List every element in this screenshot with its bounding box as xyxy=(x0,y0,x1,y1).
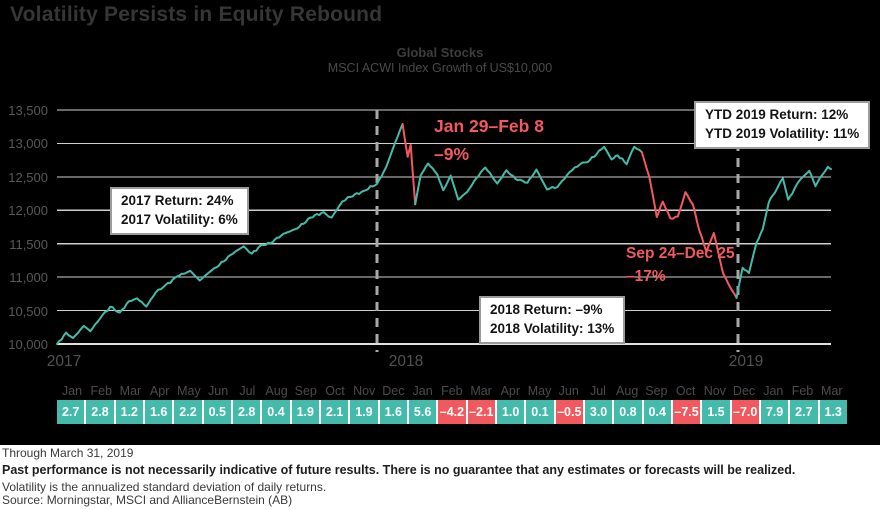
monthly-return-cell: 0.5 xyxy=(203,400,231,424)
footnote-through-date: Through March 31, 2019 xyxy=(2,446,134,460)
monthly-return-cell: 7.9 xyxy=(760,400,789,424)
y-axis-tick-label: 12,000 xyxy=(8,203,48,219)
y-axis-tick-label: 10,000 xyxy=(8,337,48,352)
footnote-source: Source: Morningstar, MSCI and AllianceBe… xyxy=(2,493,293,507)
monthly-return-cell: 2.7 xyxy=(790,400,818,424)
x-axis-month-label: Aug xyxy=(265,384,288,398)
x-axis-month-label: Sep xyxy=(645,384,668,398)
x-axis-month-label: Jun xyxy=(208,384,229,398)
price-line-segment-up xyxy=(56,123,404,345)
annotation-ytd-2019-return: YTD 2019 Return: 12% xyxy=(705,107,849,122)
monthly-return-cell: 2.1 xyxy=(320,400,349,424)
drawdown-feb-2018-range: Jan 29–Feb 8 xyxy=(434,116,544,136)
annotation-ytd-2019-volatility: YTD 2019 Volatility: 11% xyxy=(705,125,860,141)
footnote-volatility-definition: Volatility is the annualized standard de… xyxy=(2,480,327,494)
x-axis-month-label: Nov xyxy=(703,384,726,398)
monthly-return-cell: 1.2 xyxy=(115,400,143,424)
x-axis-month-label: Feb xyxy=(791,384,814,398)
monthly-return-cell: 5.6 xyxy=(408,400,437,424)
monthly-return-cell: 0.1 xyxy=(526,400,554,424)
monthly-return-cell: 2.8 xyxy=(232,400,261,424)
chart-title: Global Stocks xyxy=(396,45,484,60)
x-axis-month-label: Jan xyxy=(61,384,83,398)
y-axis-tick-label: 12,500 xyxy=(8,169,48,185)
price-line-segment-up xyxy=(735,165,832,299)
x-axis-month-label: Jun xyxy=(558,384,579,398)
chart-subtitle: MSCI ACWI Index Growth of US$10,000 xyxy=(327,61,553,75)
annotation-2018-volatility: 2018 Volatility: 13% xyxy=(490,320,615,336)
monthly-return-cell: 0.8 xyxy=(614,400,642,424)
annotation-box-2017: 2017 Return: 24% 2017 Volatility: 6% xyxy=(110,187,249,235)
x-axis-month-label: Feb xyxy=(90,384,112,398)
drawdown-dec-2018-value: –17% xyxy=(626,268,666,285)
monthly-return-cell: –7.0 xyxy=(731,400,759,424)
monthly-return-cell: –2.1 xyxy=(467,400,495,424)
page-title: Volatility Persists in Equity Rebound xyxy=(10,3,383,26)
monthly-return-cell: 3.0 xyxy=(584,400,613,424)
monthly-return-cell: 0.4 xyxy=(643,400,671,424)
y-axis-tick-label: 13,000 xyxy=(8,136,48,152)
y-axis-tick-label: 11,000 xyxy=(9,270,48,286)
monthly-return-cell: 1.6 xyxy=(144,400,173,424)
annotation-box-2018: 2018 Return: –9% 2018 Volatility: 13% xyxy=(479,296,626,344)
monthly-return-cell: 2.7 xyxy=(57,400,85,424)
x-axis-month-label: Jan xyxy=(763,384,784,398)
x-axis-month-label: Mar xyxy=(470,384,492,398)
monthly-return-cell: 0.4 xyxy=(262,400,290,424)
x-axis-month-label: Apr xyxy=(149,384,170,398)
monthly-return-cell: 1.6 xyxy=(379,400,407,424)
monthly-return-cell: 1.9 xyxy=(291,400,319,424)
x-axis-year-label: 2018 xyxy=(388,353,424,370)
annotation-2017-volatility: 2017 Volatility: 6% xyxy=(121,211,238,227)
monthly-return-cell: –4.2 xyxy=(438,400,466,424)
y-axis-tick-label: 10,500 xyxy=(8,303,48,319)
x-axis-month-label: Oct xyxy=(325,384,345,398)
annotation-box-ytd-2019: YTD 2019 Return: 12% YTD 2019 Volatility… xyxy=(694,101,871,149)
price-line-segment-down xyxy=(401,123,417,206)
monthly-returns-table: 2.7 2.8 1.2 1.6 2.2 0.5 2.8 0.4 1.9 2.1 1.9 1.6 5.6–… xyxy=(57,400,847,424)
monthly-return-cell: 1.9 xyxy=(350,400,378,424)
monthly-return-cell: 2.8 xyxy=(86,400,114,424)
monthly-return-cell: 1.3 xyxy=(819,400,847,424)
x-axis-month-label: Dec xyxy=(382,384,405,398)
footnote-disclaimer: Past performance is not necessarily indi… xyxy=(2,463,796,477)
x-axis-month-label: Oct xyxy=(675,384,696,398)
y-axis-tick-label: 11,500 xyxy=(9,236,48,252)
x-axis-month-label: Mar xyxy=(820,384,843,398)
price-line-segment-down xyxy=(640,151,738,299)
x-axis-month-label: Aug xyxy=(616,384,639,398)
monthly-return-cell: –7.5 xyxy=(672,400,701,424)
y-axis-tick-label: 13,500 xyxy=(8,103,48,118)
drawdown-callout-dec-2018: Sep 24–Dec 25 –17% xyxy=(626,245,735,286)
monthly-return-cell: 2.2 xyxy=(174,400,202,424)
x-axis-year-label: 2017 xyxy=(46,353,82,370)
annotation-2017-return: 2017 Return: 24% xyxy=(121,193,234,208)
x-axis-month-label: Mar xyxy=(119,384,142,398)
x-axis-month-label: Apr xyxy=(500,384,521,398)
price-line-segment-up xyxy=(414,145,643,206)
drawdown-callout-feb-2018: Jan 29–Feb 8 –9% xyxy=(434,116,544,165)
drawdown-dec-2018-range: Sep 24–Dec 25 xyxy=(626,245,735,262)
x-axis-month-label: Feb xyxy=(441,384,463,398)
x-axis-month-label: Jul xyxy=(239,384,256,398)
annotation-2018-return: 2018 Return: –9% xyxy=(490,302,603,317)
x-axis-month-label: Jan xyxy=(412,384,433,398)
x-axis-month-label: May xyxy=(177,384,201,398)
x-axis-month-label: May xyxy=(527,384,552,398)
x-axis-month-label: Sep xyxy=(294,384,317,398)
monthly-return-cell: 1.5 xyxy=(702,400,730,424)
monthly-return-cell: 1.0 xyxy=(496,400,525,424)
drawdown-feb-2018-value: –9% xyxy=(434,144,470,164)
x-axis-month-label: Nov xyxy=(353,384,376,398)
x-axis-month-label: Jul xyxy=(589,384,606,398)
x-axis-month-label: Dec xyxy=(732,384,756,398)
x-axis-year-label: 2019 xyxy=(728,353,764,370)
monthly-return-cell: –0.5 xyxy=(555,400,583,424)
